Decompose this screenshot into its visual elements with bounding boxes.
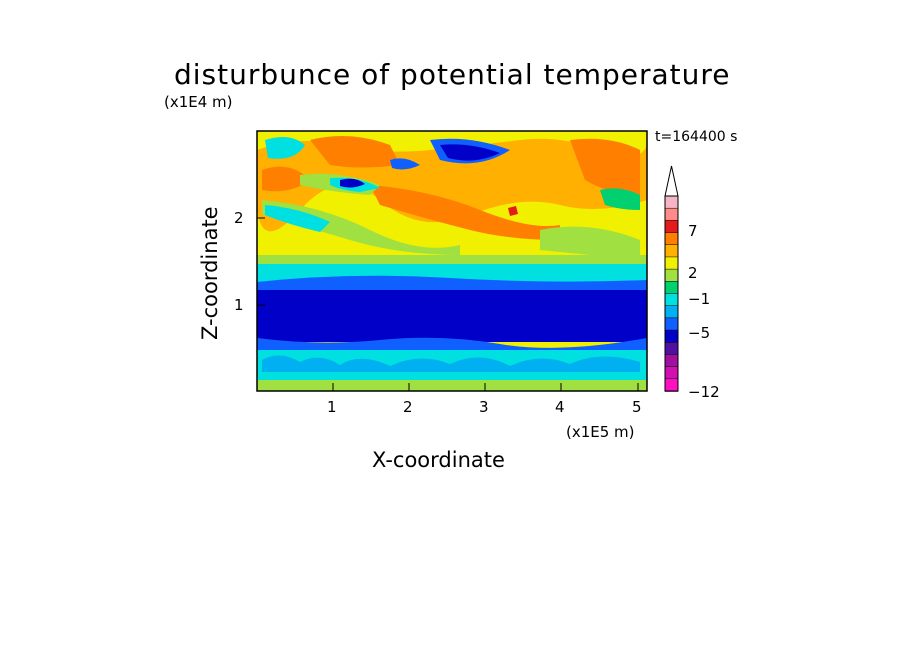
- x-tick-label-4: 4: [555, 398, 565, 416]
- y-tick-label-2: 2: [234, 209, 244, 227]
- orange-streak: [370, 185, 560, 240]
- colorbar-label-minus12: −12: [688, 383, 720, 401]
- colorbar-label-minus5: −5: [688, 324, 711, 342]
- colorbar-segment: [664, 317, 679, 331]
- cyan-top-left: [265, 136, 305, 159]
- colorbar-segment: [664, 244, 679, 258]
- colorbar-label-minus1: −1: [688, 290, 711, 308]
- y-ticks: [257, 217, 265, 306]
- red-spot: [508, 206, 518, 216]
- navy-layer: [257, 290, 647, 342]
- colorbar-label-2: 2: [688, 264, 698, 282]
- green-right: [540, 226, 640, 260]
- colorbar-label-7: 7: [688, 222, 698, 240]
- blue-transition: [257, 275, 647, 292]
- blue-lower-edge: [257, 337, 647, 352]
- contour-field: [257, 131, 647, 391]
- colorbar-segment: [664, 354, 679, 368]
- colorbar: [664, 165, 679, 392]
- blue-puffs: [262, 355, 640, 372]
- colorbar-extend-arrow: [664, 165, 679, 197]
- y-unit: (x1E4 m): [164, 93, 233, 111]
- cyan-streak-1: [265, 205, 330, 232]
- green-surface: [257, 380, 647, 391]
- y-axis-label: Z-coordinate: [198, 206, 222, 340]
- x-tick-label-2: 2: [403, 398, 413, 416]
- colorbar-segment: [664, 195, 679, 209]
- x-tick-label-1: 1: [327, 398, 337, 416]
- colorbar-segment: [664, 366, 679, 380]
- y-tick-label-1: 1: [234, 296, 244, 314]
- colorbar-segment: [664, 220, 679, 234]
- plot-frame: [256, 130, 648, 392]
- colorbar-segment: [664, 268, 679, 283]
- x-tick-label-3: 3: [479, 398, 489, 416]
- x-tick-label-5: 5: [632, 398, 642, 416]
- chart-title: disturbunce of potential temperature: [174, 58, 731, 91]
- orange-band-mid: [310, 136, 400, 168]
- x-axis-label: X-coordinate: [372, 448, 505, 472]
- colorbar-segment: [664, 293, 679, 307]
- time-label: t=164400 s: [655, 129, 738, 145]
- colorbar-segment: [664, 232, 679, 246]
- orange-left: [262, 166, 310, 192]
- colorbar-segment: [664, 378, 679, 392]
- orange-right: [570, 138, 640, 195]
- colorbar-segment: [664, 256, 679, 270]
- green-streak-1: [262, 200, 460, 255]
- colorbar-segment: [664, 305, 679, 319]
- blue-blob-1: [340, 178, 365, 188]
- colorbar-segment: [664, 207, 679, 222]
- x-unit: (x1E5 m): [566, 423, 635, 441]
- colorbar-segment: [664, 342, 679, 356]
- colorbar-segment: [664, 281, 679, 295]
- x-ticks: [332, 383, 639, 391]
- green-right-2: [600, 188, 640, 210]
- navy-top-center: [440, 144, 500, 161]
- colorbar-frame: [664, 195, 679, 392]
- blue-blob-3: [390, 158, 420, 170]
- colorbar-segment: [664, 329, 679, 343]
